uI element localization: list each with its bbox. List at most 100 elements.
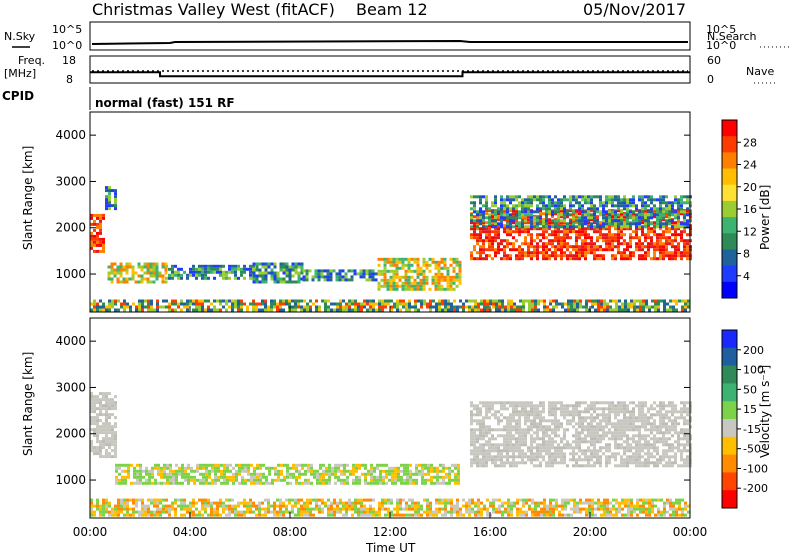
velocity-cell-1792 bbox=[506, 443, 509, 447]
power-cell-889 bbox=[342, 299, 345, 303]
power-cell-335 bbox=[288, 265, 292, 269]
power-cell-1606 bbox=[560, 221, 563, 225]
velocity-cell-1599 bbox=[470, 431, 473, 435]
power-cell-1239 bbox=[684, 299, 687, 303]
power-cell-601 bbox=[440, 260, 444, 264]
velocity-cell-487 bbox=[319, 463, 322, 467]
velocity-cell-462 bbox=[301, 472, 304, 476]
velocity-cell-1966 bbox=[536, 446, 539, 450]
power-cell-2172 bbox=[479, 201, 482, 205]
power-cell-286 bbox=[258, 280, 262, 284]
power-cell-2229 bbox=[503, 204, 506, 208]
velocity-cell-871 bbox=[183, 507, 186, 511]
power-cell-2061 bbox=[668, 251, 671, 255]
velocity-cell-1739 bbox=[497, 410, 500, 414]
velocity-cell-1841 bbox=[515, 419, 518, 423]
velocity-cell-2053 bbox=[551, 461, 554, 465]
velocity-cell-787 bbox=[126, 504, 129, 508]
power-cell-989 bbox=[438, 308, 441, 312]
power-cell-2368 bbox=[557, 198, 560, 202]
power-cell-447 bbox=[383, 260, 387, 264]
velocity-cell-2021 bbox=[548, 410, 551, 414]
velocity-cell-1552 bbox=[660, 513, 663, 517]
velocity-cell-727 bbox=[457, 475, 460, 479]
velocity-cell-1293 bbox=[480, 513, 483, 517]
velocity-cell-2180 bbox=[578, 440, 581, 444]
velocity-cell-2135 bbox=[569, 452, 572, 456]
power-cell-1050 bbox=[498, 299, 501, 303]
power-cell-1110 bbox=[555, 302, 558, 306]
velocity-cell-896 bbox=[201, 513, 204, 517]
power-cell-2301 bbox=[530, 204, 533, 208]
velocity-cell-496 bbox=[322, 475, 325, 479]
velocity-cell-466 bbox=[304, 472, 307, 476]
power-cell-732 bbox=[177, 302, 180, 306]
power-cell-2709 bbox=[683, 219, 686, 223]
velocity-cell-1596 bbox=[470, 419, 473, 423]
power-cell-847 bbox=[294, 305, 297, 309]
power-cell-2354 bbox=[551, 201, 554, 205]
velocity-cell-1877 bbox=[521, 413, 524, 417]
velocity-cell-673 bbox=[427, 463, 430, 467]
velocity-cell-997 bbox=[276, 504, 279, 508]
velocity-cell-1303 bbox=[492, 498, 495, 502]
velocity-cell-514 bbox=[334, 463, 337, 467]
power-cell-2535 bbox=[620, 198, 623, 202]
power-cell-929 bbox=[378, 302, 381, 306]
power-cell-1719 bbox=[584, 251, 587, 255]
velocity-cell-1798 bbox=[506, 461, 509, 465]
velocity-cell-616 bbox=[394, 472, 397, 476]
power-cell-130 bbox=[146, 268, 150, 272]
power-cell-1384 bbox=[503, 248, 506, 252]
power-cell-2176 bbox=[479, 216, 482, 220]
power-cell-2480 bbox=[599, 204, 602, 208]
velocity-cell-1389 bbox=[549, 513, 552, 517]
power-cell-706 bbox=[147, 302, 150, 306]
power-cell-482 bbox=[395, 257, 399, 261]
velocity-cell-1466 bbox=[603, 513, 606, 517]
power-cell-956 bbox=[405, 302, 408, 306]
power-cell-638 bbox=[455, 257, 459, 261]
velocity-cell-2107 bbox=[563, 428, 566, 432]
power-cell-823 bbox=[273, 299, 276, 303]
velocity-cell-1514 bbox=[636, 501, 639, 505]
velocity-cell-849 bbox=[168, 504, 171, 508]
power-cell-48 bbox=[105, 195, 108, 199]
power-cell-8 bbox=[90, 246, 93, 250]
power-cell-2039 bbox=[665, 215, 668, 219]
power-cell-1123 bbox=[570, 305, 573, 309]
power-cell-225 bbox=[216, 270, 219, 274]
power-cell-1559 bbox=[548, 233, 551, 237]
power-cell-2337 bbox=[545, 195, 548, 199]
power-cell-627 bbox=[449, 281, 453, 285]
power-cell-762 bbox=[207, 299, 210, 303]
velocity-cell-1251 bbox=[453, 504, 456, 508]
power-cell-2505 bbox=[608, 210, 611, 214]
velocity-cell-292 bbox=[199, 481, 202, 485]
velocity-cell-1875 bbox=[521, 407, 524, 411]
velocity-cell-864 bbox=[180, 501, 183, 505]
velocity-cell-1607 bbox=[470, 461, 473, 465]
velocity-cell-492 bbox=[319, 481, 322, 485]
velocity-cell-2202 bbox=[584, 407, 587, 411]
power-cell-1326 bbox=[488, 248, 491, 252]
velocity-cell-1316 bbox=[501, 504, 504, 508]
power-cell-838 bbox=[288, 299, 291, 303]
velocity-cell-938 bbox=[231, 504, 234, 508]
power-cell-2124 bbox=[683, 251, 686, 255]
velocity-cell-1813 bbox=[509, 449, 512, 453]
velocity-cell-909 bbox=[210, 510, 213, 514]
velocity-cell-1151 bbox=[381, 504, 384, 508]
power-cell-913 bbox=[363, 302, 366, 306]
velocity-cell-397 bbox=[256, 481, 259, 485]
velocity-cell-1087 bbox=[339, 498, 342, 502]
velocity-cell-428 bbox=[280, 463, 283, 467]
power-cell-487 bbox=[395, 272, 399, 276]
velocity-cell-629 bbox=[400, 481, 403, 485]
velocity-cell-1488 bbox=[618, 507, 621, 511]
power-cell-453 bbox=[383, 278, 387, 282]
velocity-cell-1393 bbox=[552, 510, 555, 514]
velocity-cell-881 bbox=[192, 498, 195, 502]
power-cell-749 bbox=[195, 302, 198, 306]
velocity-cell-1493 bbox=[621, 513, 624, 517]
